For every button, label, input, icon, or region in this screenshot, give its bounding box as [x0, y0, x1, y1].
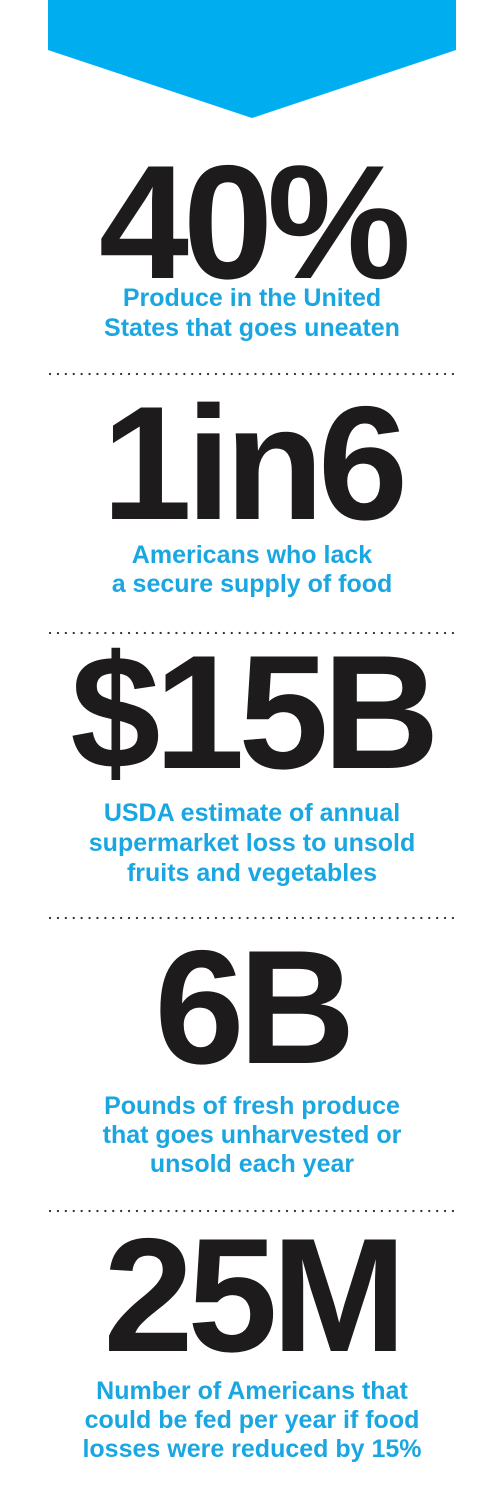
stat-description: supermarket loss to unsold	[89, 829, 415, 857]
banner	[48, 0, 456, 118]
stat-value: 6B	[154, 917, 349, 1098]
stat-description: Pounds of fresh produce	[104, 1092, 400, 1120]
stat-description: that goes unharvested or	[103, 1121, 402, 1149]
stat-value: 40%	[99, 132, 407, 313]
stat-value: 25M	[103, 1205, 400, 1386]
stat-description: USDA estimate of annual	[104, 799, 400, 827]
stat-description: States that goes uneaten	[104, 314, 400, 342]
stat-value: $15B	[70, 622, 433, 803]
stat-description: fruits and vegetables	[127, 859, 377, 887]
stat-description: unsold each year	[150, 1150, 355, 1178]
stat-value: 1in6	[102, 373, 403, 554]
stat-description: Number of Americans that	[96, 1377, 408, 1405]
stat-description: Produce in the United	[123, 284, 381, 312]
stat-description: could be fed per year if food	[85, 1406, 420, 1434]
stat-description: losses were reduced by 15%	[82, 1435, 421, 1463]
stat-description: Americans who lack	[132, 541, 372, 569]
stat-description: a secure supply of food	[112, 570, 393, 598]
